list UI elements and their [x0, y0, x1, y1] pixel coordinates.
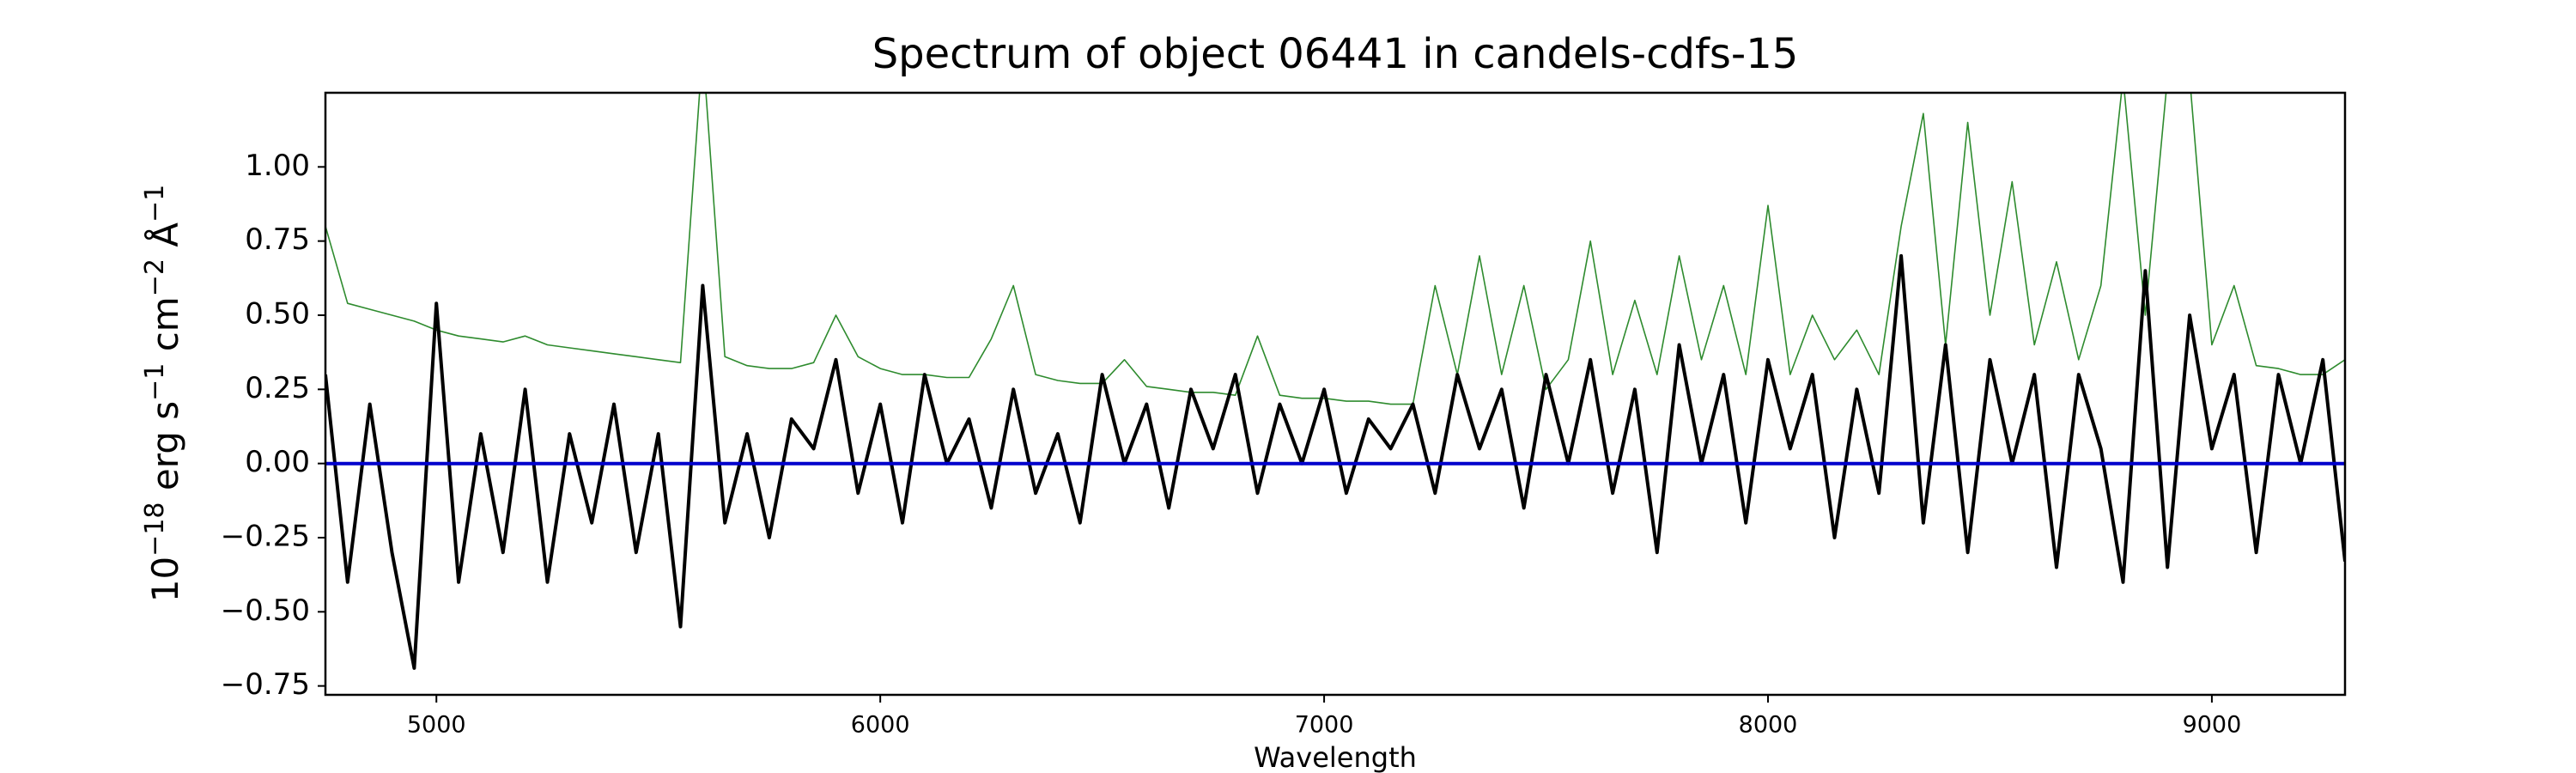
- y-axis-label-exponent: −1: [140, 185, 170, 222]
- y-tick-label: 0.50: [245, 296, 310, 331]
- y-axis-label-part: erg s: [144, 401, 186, 502]
- spectrum-line: [325, 93, 2345, 405]
- x-tick-label: 7000: [1295, 712, 1354, 739]
- y-tick-label: 0.00: [245, 445, 310, 479]
- y-axis-label-part: Å: [143, 222, 186, 259]
- x-tick-label: 5000: [407, 712, 466, 739]
- y-axis-label-exponent: −2: [140, 259, 170, 296]
- x-tick-label: 8000: [1739, 712, 1798, 739]
- y-tick-label: 1.00: [245, 149, 310, 183]
- x-axis-label: Wavelength: [1254, 741, 1417, 773]
- spectrum-line: [325, 253, 2345, 670]
- y-tick-label: −0.25: [221, 519, 310, 553]
- y-axis-label-part: cm: [144, 296, 186, 362]
- y-tick-label: 0.25: [245, 371, 310, 405]
- plot-frame: [324, 91, 2347, 697]
- y-axis-label-exponent: −1: [140, 363, 170, 401]
- y-axis-label-part: 10: [144, 557, 186, 602]
- chart-title: Spectrum of object 06441 in candels-cdfs…: [872, 30, 1799, 78]
- y-tick-label: −0.50: [221, 593, 310, 628]
- y-axis-label-exponent: −18: [140, 502, 170, 557]
- y-tick-label: −0.75: [221, 667, 310, 702]
- x-tick-label: 6000: [851, 712, 910, 739]
- x-tick-label: 9000: [2183, 712, 2242, 739]
- y-axis-label: 10−18 erg s−1 cm−2 Å−1: [140, 185, 186, 603]
- plot-area: [325, 93, 2345, 670]
- y-tick-label: 0.75: [245, 222, 310, 257]
